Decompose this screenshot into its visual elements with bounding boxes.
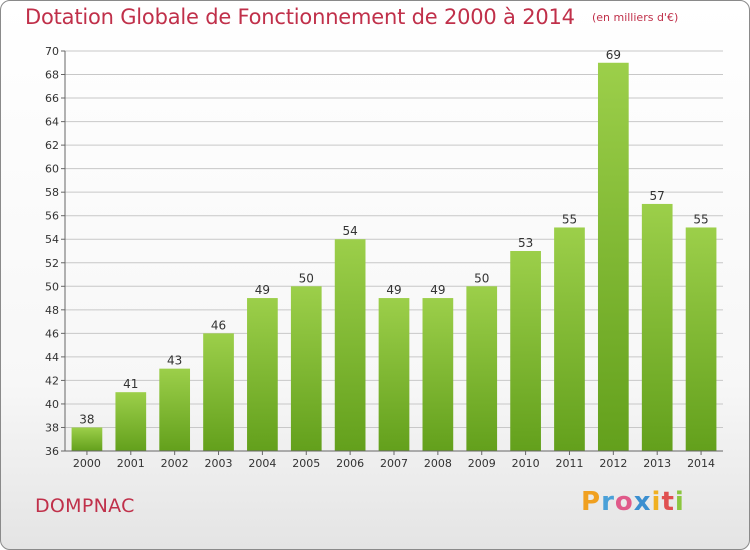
commune-name: DOMPNAC [35, 495, 135, 517]
y-tick-label: 44 [45, 351, 59, 364]
bar-2008 [422, 298, 454, 451]
proxiti-logo: Proxiti [581, 487, 685, 517]
bar-2000 [71, 427, 103, 451]
bar-2014 [685, 227, 717, 451]
y-tick-label: 38 [45, 421, 59, 434]
data-label: 54 [342, 224, 357, 238]
data-label: 53 [518, 236, 533, 250]
data-label: 41 [123, 377, 138, 391]
data-label: 46 [211, 318, 226, 332]
x-tick-label: 2003 [205, 457, 233, 470]
chart-title: Dotation Globale de Fonctionnement de 20… [25, 5, 575, 29]
x-tick-label: 2001 [117, 457, 145, 470]
x-tick-label: 2007 [380, 457, 408, 470]
y-tick-label: 70 [45, 45, 59, 58]
data-label: 69 [606, 48, 621, 62]
y-tick-label: 56 [45, 210, 59, 223]
y-tick-label: 54 [45, 233, 59, 246]
bar-2012 [597, 62, 629, 451]
bar-2009 [466, 286, 498, 451]
y-tick-label: 46 [45, 327, 59, 340]
bar-2001 [115, 392, 147, 451]
bar-2013 [641, 203, 673, 451]
chart-header: Dotation Globale de Fonctionnement de 20… [25, 5, 678, 29]
x-tick-label: 2013 [643, 457, 671, 470]
x-tick-label: 2014 [687, 457, 715, 470]
y-tick-label: 58 [45, 186, 59, 199]
y-tick-label: 62 [45, 139, 59, 152]
bar-2005 [290, 286, 322, 451]
data-label: 55 [562, 212, 577, 226]
y-tick-label: 50 [45, 280, 59, 293]
chart-unit: (en milliers d'€) [591, 11, 679, 24]
x-tick-label: 2004 [248, 457, 276, 470]
data-label: 49 [386, 283, 401, 297]
data-label: 57 [650, 189, 665, 203]
data-label: 43 [167, 354, 182, 368]
bar-2004 [247, 298, 278, 451]
bar-2007 [378, 298, 410, 451]
bar-2006 [334, 239, 366, 451]
data-label: 49 [430, 283, 445, 297]
x-tick-label: 2011 [555, 457, 583, 470]
x-tick-label: 2010 [512, 457, 540, 470]
y-tick-label: 64 [45, 116, 59, 129]
y-tick-label: 42 [45, 374, 59, 387]
bar-2003 [203, 333, 234, 451]
y-tick-label: 68 [45, 69, 59, 82]
data-label: 38 [79, 412, 94, 426]
y-tick-label: 48 [45, 304, 59, 317]
y-tick-label: 66 [45, 92, 59, 105]
bar-2002 [159, 368, 191, 451]
y-tick-label: 40 [45, 398, 59, 411]
data-label: 49 [255, 283, 270, 297]
data-label: 50 [474, 271, 489, 285]
bar-2010 [510, 251, 541, 451]
x-tick-label: 2002 [161, 457, 189, 470]
y-tick-label: 36 [45, 445, 59, 458]
x-tick-label: 2000 [73, 457, 101, 470]
x-tick-label: 2008 [424, 457, 452, 470]
x-tick-label: 2006 [336, 457, 364, 470]
data-label: 55 [693, 212, 708, 226]
y-tick-label: 60 [45, 163, 59, 176]
x-tick-label: 2005 [292, 457, 320, 470]
data-label: 50 [299, 271, 314, 285]
y-tick-label: 52 [45, 257, 59, 270]
bar-2011 [554, 227, 585, 451]
x-tick-label: 2009 [468, 457, 496, 470]
x-tick-label: 2012 [599, 457, 627, 470]
